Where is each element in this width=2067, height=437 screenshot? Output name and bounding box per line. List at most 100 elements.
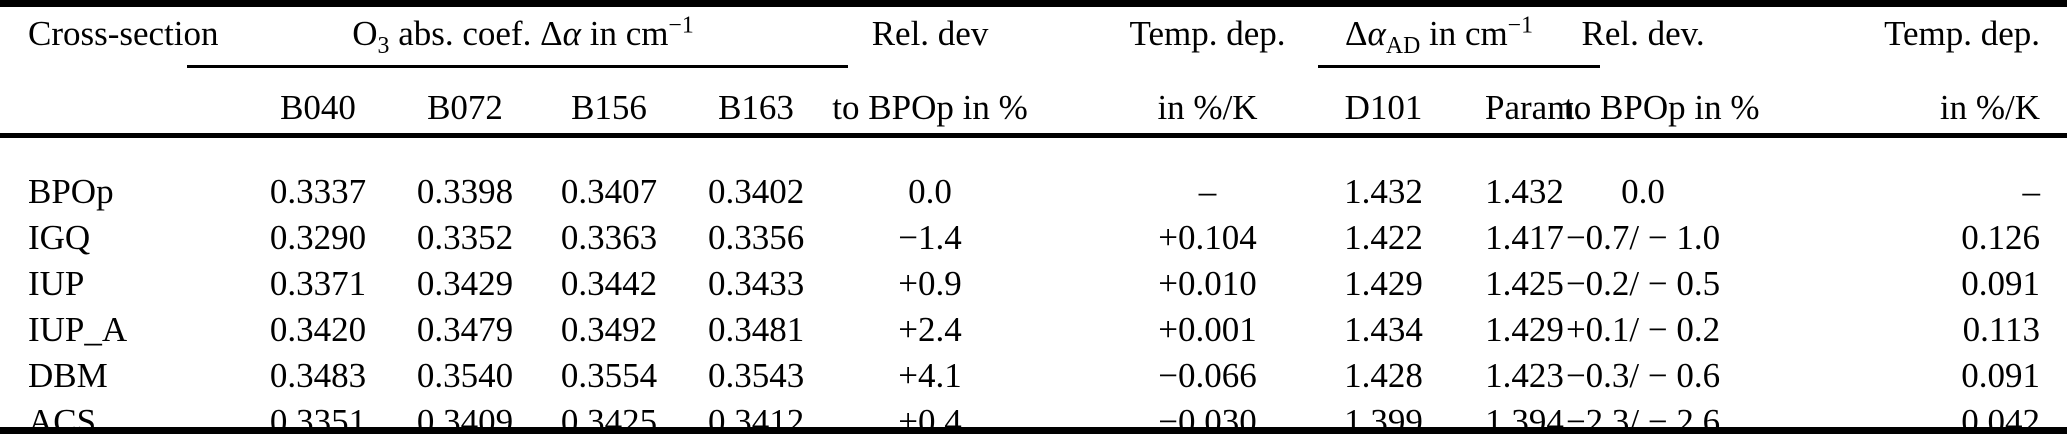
subheader-param: Param. [1485, 88, 1584, 127]
cell-rel-dev: 0.0 [908, 171, 952, 211]
o3-subscript: 3 [377, 33, 390, 59]
ad-subscript: AD [1385, 33, 1421, 59]
cell-temp-dep-ad: 0.091 [1961, 263, 2041, 303]
bottom-rule [0, 427, 2067, 434]
table-row: BPOp 0.3337 0.3398 0.3407 0.3402 0.0 – 1… [0, 169, 2067, 215]
subheader-percent-per-k-ad: in %/K [1939, 88, 2041, 127]
table-row: IUP_A 0.3420 0.3479 0.3492 0.3481 +2.4 +… [0, 307, 2067, 353]
subheader-to-bpop-ad: to BPOp in % [1564, 88, 1760, 127]
subheader-b156: B156 [571, 88, 647, 127]
cell-b156: 0.3363 [560, 217, 658, 257]
col-header-rel-dev: Rel. dev [871, 14, 989, 53]
col-group-o3-abs-coef: O3 abs. coef. Δα in cm−1 [352, 12, 694, 59]
delta-symbol: Δ [1345, 14, 1368, 53]
subheader-b040: B040 [280, 88, 356, 127]
cell-b072: 0.3352 [416, 217, 514, 257]
cell-b163: 0.3543 [708, 355, 805, 395]
row-label: BPOp [28, 171, 114, 211]
cell-rel-dev: +4.1 [898, 355, 962, 395]
cell-temp-dep-ad: 0.113 [1962, 309, 2041, 349]
cell-rel-dev-ad: −2.3/ − 2.6 [1565, 401, 1721, 437]
col-header-rel-dev-ad: Rel. dev. [1581, 14, 1705, 53]
cell-b072: 0.3409 [416, 401, 514, 437]
cell-param: 1.429 [1485, 309, 1564, 349]
col-header-cross-section: Cross-section [28, 14, 219, 53]
cell-rel-dev-ad: −0.7/ − 1.0 [1565, 217, 1721, 257]
cell-b072: 0.3540 [416, 355, 514, 395]
cell-b163: 0.3433 [708, 263, 805, 303]
cell-b163: 0.3481 [708, 309, 805, 349]
subheader-to-bpop: to BPOp in % [832, 88, 1028, 127]
table-row: DBM 0.3483 0.3540 0.3554 0.3543 +4.1 −0.… [0, 353, 2067, 399]
cell-b156: 0.3407 [560, 171, 658, 211]
cell-b072: 0.3429 [416, 263, 514, 303]
cell-rel-dev-ad: −0.3/ − 0.6 [1565, 355, 1721, 395]
subheader-percent-per-k: in %/K [1157, 88, 1258, 127]
table-row: IGQ 0.3290 0.3352 0.3363 0.3356 −1.4 +0.… [0, 215, 2067, 261]
cell-b156: 0.3554 [560, 355, 658, 395]
cell-temp-dep: −0.066 [1158, 355, 1257, 395]
cell-b040: 0.3371 [269, 263, 367, 303]
cell-b163: 0.3402 [708, 171, 805, 211]
row-label: IUP_A [28, 309, 128, 349]
cell-b040: 0.3290 [269, 217, 367, 257]
alpha-symbol: α [562, 14, 581, 53]
cell-temp-dep: +0.010 [1158, 263, 1257, 303]
cell-rel-dev: +2.4 [898, 309, 962, 349]
cell-temp-dep-ad: 0.091 [1961, 355, 2041, 395]
cell-param: 1.425 [1485, 263, 1564, 303]
col-header-temp-dep-ad: Temp. dep. [1884, 14, 2041, 53]
header-rule [0, 133, 2067, 138]
cell-b040: 0.3351 [269, 401, 367, 437]
cell-temp-dep: −0.030 [1158, 401, 1257, 437]
cell-b072: 0.3398 [416, 171, 514, 211]
cell-rel-dev-ad: +0.1/ − 0.2 [1565, 309, 1721, 349]
cm-exponent: −1 [668, 12, 694, 39]
cell-b040: 0.3337 [269, 171, 367, 211]
cell-rel-dev: +0.4 [898, 401, 962, 437]
top-rule [0, 0, 2067, 7]
cell-b040: 0.3483 [269, 355, 367, 395]
cell-rel-dev: −1.4 [898, 217, 962, 257]
cell-param: 1.417 [1485, 217, 1564, 257]
cell-param: 1.432 [1485, 171, 1564, 211]
cell-temp-dep: +0.001 [1158, 309, 1257, 349]
cell-d101: 1.429 [1344, 263, 1423, 303]
cell-rel-dev-ad: −0.2/ − 0.5 [1565, 263, 1721, 303]
row-label: ACS [28, 401, 97, 437]
cell-b156: 0.3425 [560, 401, 658, 437]
delta-symbol: Δ [540, 14, 563, 53]
cell-b040: 0.3420 [269, 309, 367, 349]
col-header-temp-dep: Temp. dep. [1129, 14, 1286, 53]
alpha-ad-group-underline [1318, 65, 1600, 68]
cell-param: 1.394 [1485, 401, 1564, 437]
cell-rel-dev: +0.9 [898, 263, 962, 303]
o3-group-underline [187, 65, 848, 68]
subheader-b072: B072 [427, 88, 503, 127]
alpha-symbol: α [1367, 14, 1386, 53]
row-label: IGQ [28, 217, 91, 257]
cell-temp-dep-ad: – [2022, 171, 2041, 211]
cell-d101: 1.434 [1344, 309, 1423, 349]
cell-temp-dep: – [1198, 171, 1217, 211]
cell-rel-dev-ad: 0.0 [1621, 171, 1665, 211]
cell-d101: 1.399 [1344, 401, 1423, 437]
cell-param: 1.423 [1485, 355, 1564, 395]
table-row: IUP 0.3371 0.3429 0.3442 0.3433 +0.9 +0.… [0, 261, 2067, 307]
cell-b072: 0.3479 [416, 309, 514, 349]
o3-symbol: O [352, 14, 378, 53]
cell-temp-dep-ad: 0.042 [1961, 401, 2041, 437]
cell-b156: 0.3442 [560, 263, 658, 303]
table-row: ACS 0.3351 0.3409 0.3425 0.3412 +0.4 −0.… [0, 399, 2067, 437]
cell-d101: 1.428 [1344, 355, 1423, 395]
cell-temp-dep: +0.104 [1158, 217, 1257, 257]
subheader-b163: B163 [718, 88, 794, 127]
cell-d101: 1.422 [1344, 217, 1423, 257]
cell-d101: 1.432 [1344, 171, 1423, 211]
row-label: IUP [28, 263, 85, 303]
cell-b163: 0.3356 [708, 217, 805, 257]
subheader-d101: D101 [1344, 88, 1423, 127]
cm-exponent: −1 [1507, 12, 1534, 39]
